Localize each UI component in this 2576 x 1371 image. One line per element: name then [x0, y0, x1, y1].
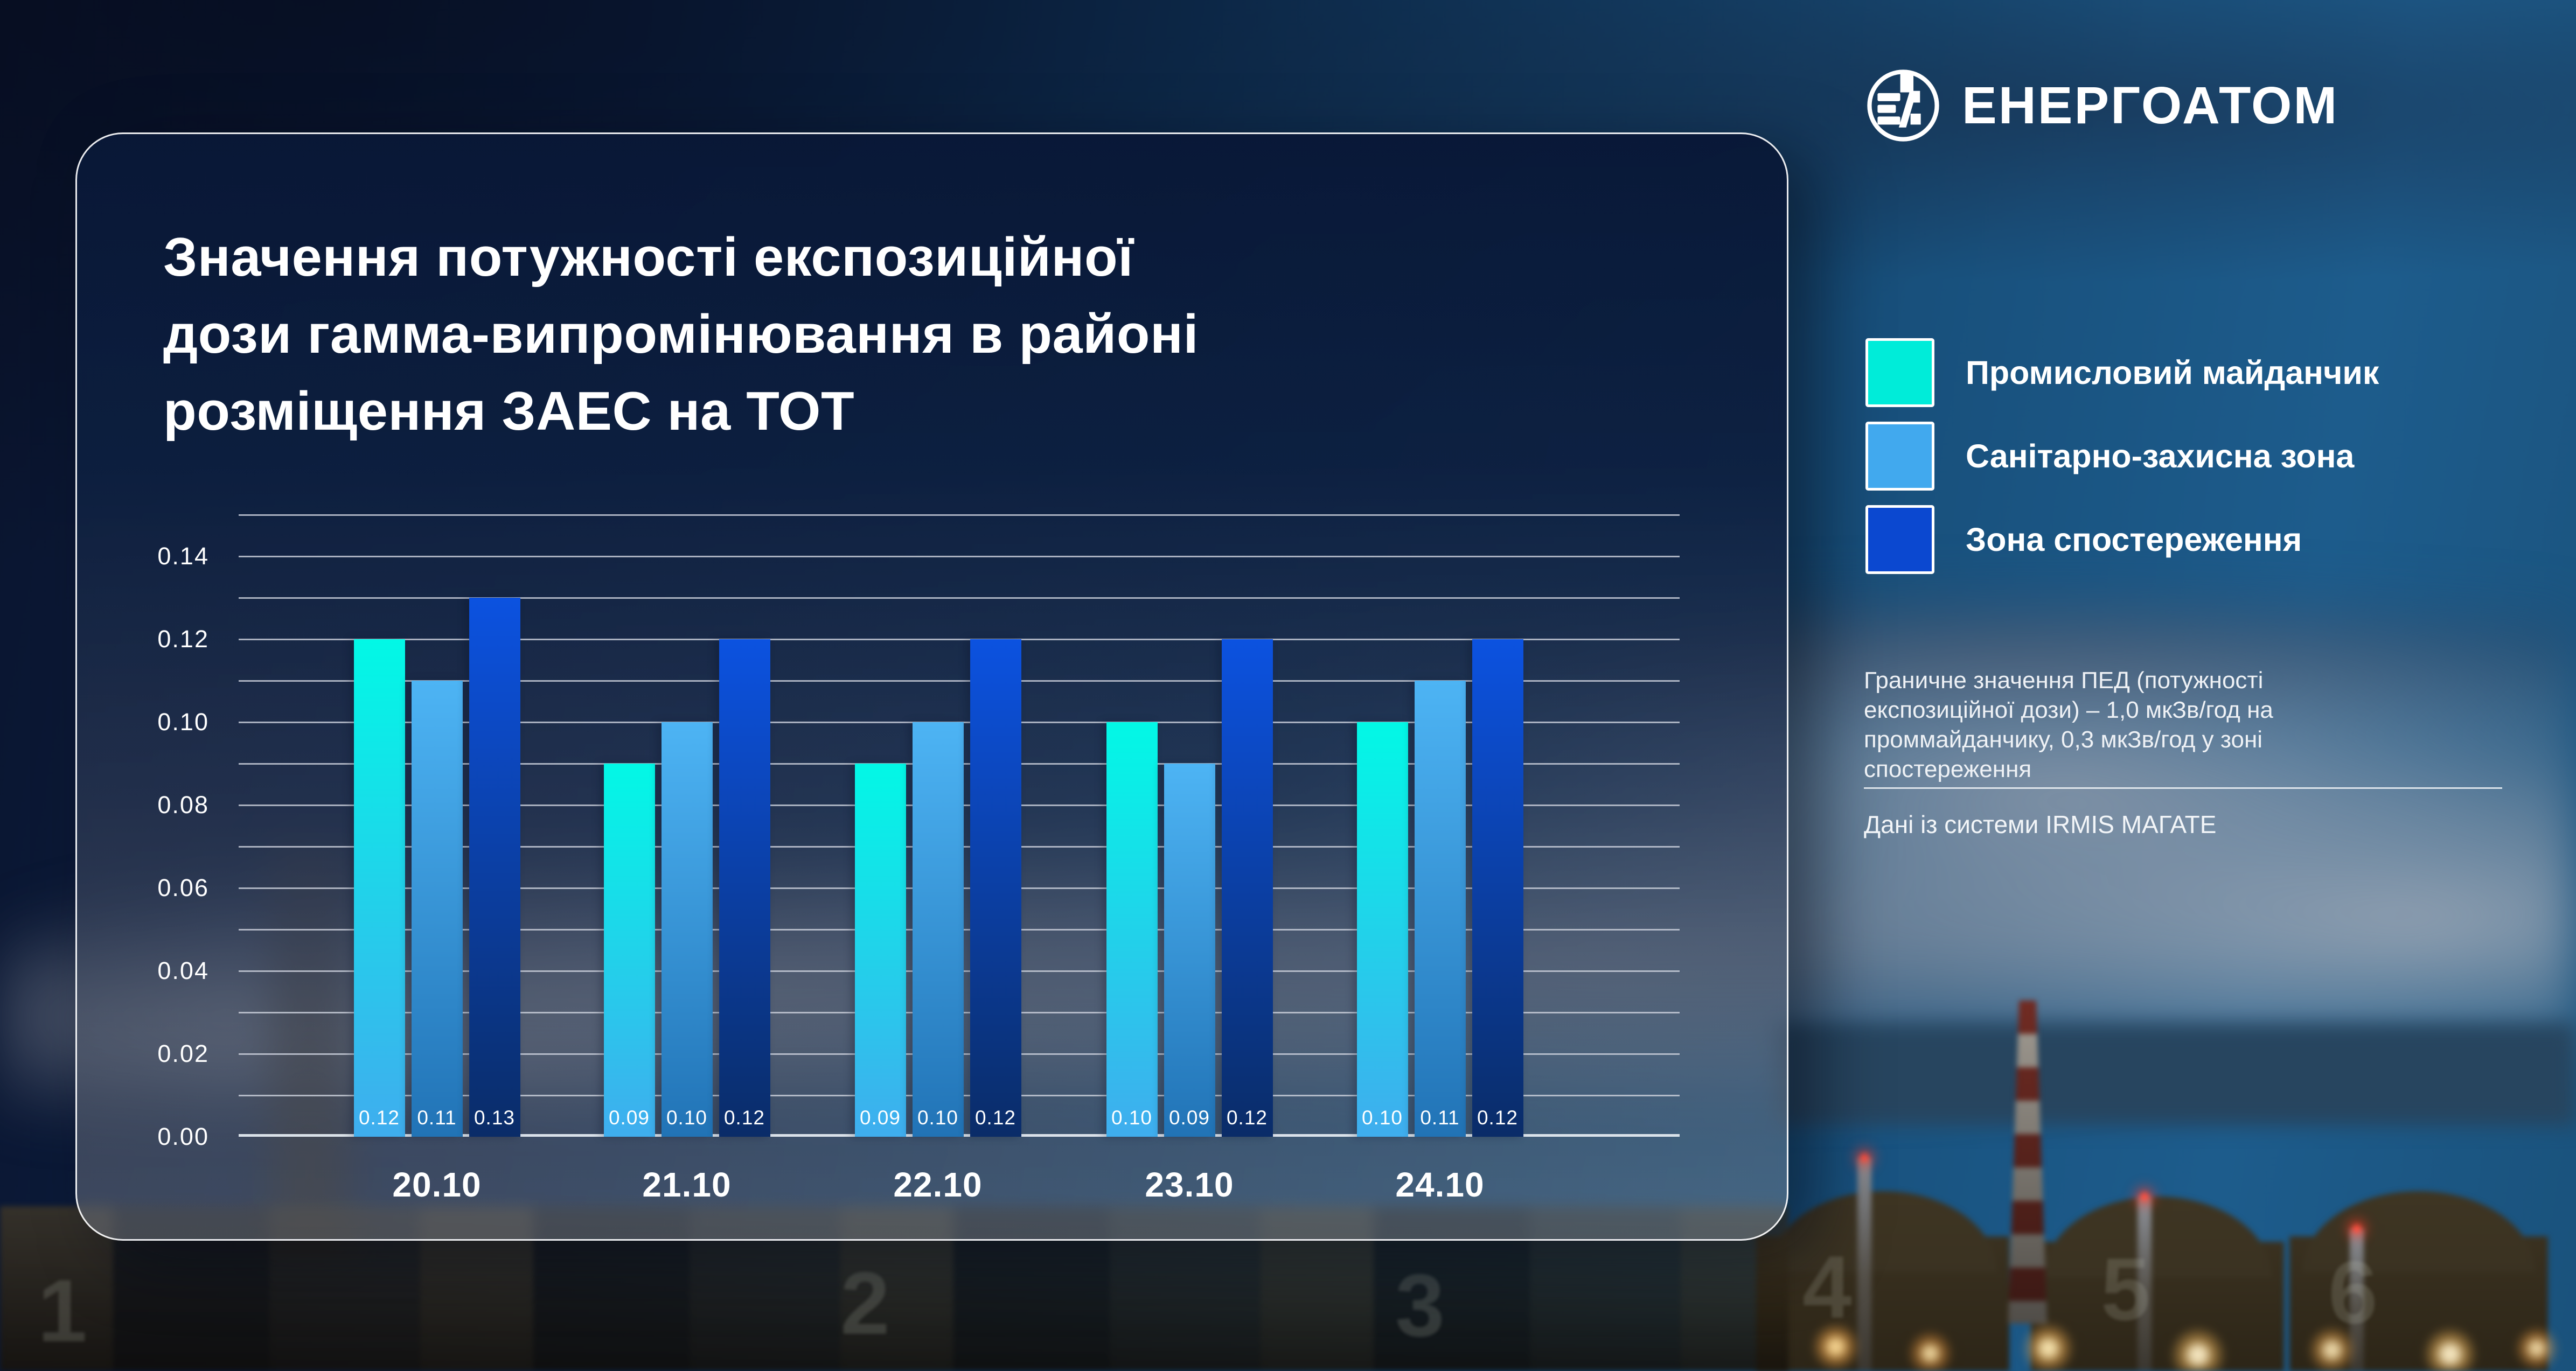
x-category-label: 23.10: [1145, 1165, 1234, 1204]
y-tick-label: 0.04: [157, 957, 209, 984]
chart-title: Значення потужності експозиційної дози г…: [163, 227, 1199, 442]
bar-value-label: 0.10: [917, 1107, 958, 1129]
data-source-note: Дані із системи IRMIS МАГАТЕ: [1864, 810, 2217, 838]
bar: 0.10: [661, 722, 713, 1137]
bar: 0.12: [970, 639, 1021, 1137]
x-category-label: 24.10: [1395, 1165, 1485, 1204]
y-tick-label: 0.10: [157, 708, 209, 736]
bar: 0.11: [1414, 681, 1466, 1137]
ground-lights: [1788, 1290, 2576, 1371]
x-category-label: 20.10: [392, 1165, 482, 1204]
bar: 0.13: [469, 598, 520, 1137]
legend-item-industrial-site: Промисловий майданчик: [1865, 338, 2379, 407]
dose-limit-note: Граничне значення ПЕД (потужності експоз…: [1864, 667, 2273, 782]
building-unit-number: 1: [38, 1261, 87, 1360]
bar: 0.12: [353, 639, 405, 1137]
notes-divider: [1864, 787, 2502, 789]
bar-value-label: 0.12: [1477, 1107, 1518, 1129]
bar-value-label: 0.12: [723, 1107, 765, 1129]
legend-label: Промисловий майданчик: [1966, 354, 2379, 391]
bar-value-label: 0.11: [417, 1107, 457, 1129]
bar-value-label: 0.13: [474, 1107, 515, 1129]
bar-value-label: 0.09: [859, 1107, 901, 1129]
bar: 0.12: [1472, 639, 1523, 1137]
bar-value-label: 0.09: [1168, 1107, 1210, 1129]
grid-line: [239, 514, 1680, 516]
grid-line: [239, 597, 1680, 599]
bar-chart: 0.00 0.02 0.04 0.06 0.08 0.10 0.12 0.14 0.12 0.11…: [157, 514, 1680, 1204]
chart-legend: Промисловий майданчик Санітарно-захисна …: [1865, 338, 2379, 589]
bar-value-label: 0.10: [666, 1107, 707, 1129]
grid-line: [239, 680, 1680, 682]
bar: 0.12: [1221, 639, 1273, 1137]
grid-line: [239, 555, 1680, 557]
bar: 0.10: [912, 722, 964, 1137]
bar: 0.09: [854, 764, 906, 1137]
legend-item-observation-zone: Зона спостереження: [1865, 505, 2379, 574]
y-tick-label: 0.12: [157, 625, 209, 653]
chart-card: Значення потужності експозиційної дози г…: [75, 132, 1788, 1241]
building-unit-number: 5: [2101, 1240, 2150, 1339]
building-unit-number: 3: [1395, 1256, 1445, 1355]
grid-line: [239, 638, 1680, 640]
background-sea: [1778, 1023, 2576, 1125]
brand-name: ЕНЕРГОАТОМ: [1962, 76, 2339, 135]
bar: 0.10: [1356, 722, 1408, 1137]
bar: 0.09: [1164, 764, 1215, 1137]
x-category-label: 21.10: [642, 1165, 732, 1204]
bar-value-label: 0.10: [1111, 1107, 1152, 1129]
bar: 0.10: [1106, 722, 1158, 1137]
bar-value-label: 0.09: [608, 1107, 650, 1129]
bar: 0.11: [411, 681, 463, 1137]
y-tick-label: 0.06: [157, 874, 209, 901]
bar-value-label: 0.12: [974, 1107, 1016, 1129]
y-tick-label: 0.02: [157, 1040, 209, 1067]
legend-swatch-light-blue: [1865, 422, 1934, 491]
bar-value-label: 0.10: [1361, 1107, 1403, 1129]
y-tick-label: 0.00: [157, 1123, 209, 1150]
building-unit-number: 4: [1802, 1237, 1852, 1337]
striped-chimney: [2008, 1001, 2047, 1324]
bar: 0.09: [603, 764, 655, 1137]
legend-item-sanitary-zone: Санітарно-захисна зона: [1865, 422, 2379, 491]
building-unit-number: 2: [840, 1254, 890, 1353]
power-plant-photo: [1756, 985, 2576, 1371]
y-tick-label: 0.14: [157, 542, 209, 570]
energoatom-logo-icon: [1867, 69, 1939, 142]
legend-swatch-dark-blue: [1865, 505, 1934, 574]
y-tick-label: 0.08: [157, 791, 209, 819]
legend-label: Зона спостереження: [1966, 521, 2302, 558]
legend-label: Санітарно-захисна зона: [1966, 438, 2355, 474]
bar: 0.12: [719, 639, 770, 1137]
x-category-label: 22.10: [893, 1165, 983, 1204]
bar-value-label: 0.12: [358, 1107, 400, 1129]
bar-value-label: 0.11: [1420, 1107, 1460, 1129]
building-unit-number: 6: [2328, 1243, 2378, 1342]
legend-swatch-cyan: [1865, 338, 1934, 407]
bar-value-label: 0.12: [1226, 1107, 1268, 1129]
